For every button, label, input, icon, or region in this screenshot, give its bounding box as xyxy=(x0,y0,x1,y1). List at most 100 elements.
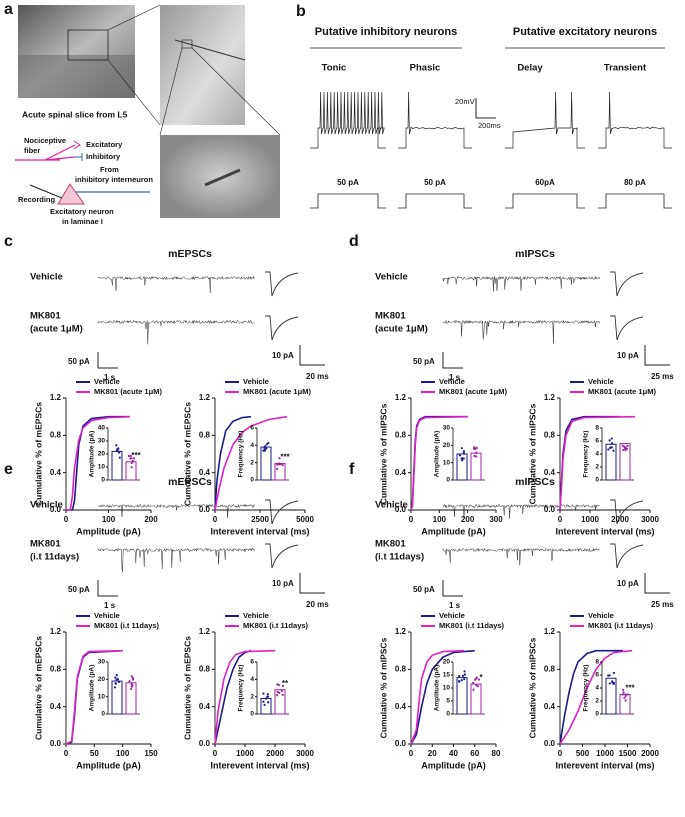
significance: * xyxy=(479,673,483,682)
scale-bar xyxy=(299,345,325,366)
inset-dot xyxy=(130,675,133,678)
current-trace xyxy=(97,547,255,572)
average-trace xyxy=(610,315,644,341)
current-trace xyxy=(97,503,255,518)
caption: Acute spinal slice from L5 xyxy=(22,109,128,119)
scale-bar xyxy=(97,352,118,369)
scale-label: 10 pA xyxy=(272,351,294,360)
scale-label: 10 pA xyxy=(617,351,639,360)
inset-y-tick-label: 4 xyxy=(595,685,599,692)
scale-bar xyxy=(644,345,670,366)
inset-dot xyxy=(607,448,610,451)
legend-label: MK801 (i.t 11days) xyxy=(439,621,505,630)
y-tick-label: 0.0 xyxy=(544,739,556,748)
scale-bar xyxy=(442,580,463,597)
x-tick-label: 3000 xyxy=(641,515,659,524)
x-tick-label: 0 xyxy=(409,749,414,758)
x-axis-label: Interevent interval (ms) xyxy=(210,526,309,536)
y-tick-label: 1.2 xyxy=(395,393,407,402)
inset-dot xyxy=(114,682,117,685)
cumulative-curve xyxy=(214,649,276,745)
inset-y-tick-label: 0 xyxy=(101,711,105,718)
inset-y-tick-label: 30 xyxy=(98,659,106,666)
trace-label: MK801 xyxy=(30,311,61,322)
neuron-type: Tonic xyxy=(322,63,347,74)
x-tick-label: 2500 xyxy=(251,515,269,524)
inset-dot xyxy=(624,699,627,702)
inset-dot xyxy=(608,682,611,685)
inset-bar xyxy=(111,680,123,715)
cumulative-curve xyxy=(410,649,475,745)
inset-dot xyxy=(462,451,465,455)
inset-dot xyxy=(132,457,136,460)
inset-y-tick-label: 6 xyxy=(595,438,599,445)
inset-dot xyxy=(608,439,611,442)
inset-dot xyxy=(263,703,266,706)
x-tick-label: 500 xyxy=(576,749,590,758)
inset-dot xyxy=(265,443,268,446)
inset-dot xyxy=(458,680,461,683)
x-tick-label: 200 xyxy=(144,515,158,524)
current-trace xyxy=(97,319,255,345)
y-axis-label: Cumulative % of mIPSCs xyxy=(527,637,537,738)
diagram-label: From xyxy=(100,165,119,174)
y-tick-label: 1.2 xyxy=(199,393,211,402)
legend-label: MK801 (i.t 11days) xyxy=(588,621,654,630)
inset-y-tick-label: 10 xyxy=(98,693,106,700)
trace-label: Vehicle xyxy=(375,272,408,283)
inset-y-tick-label: 20 xyxy=(443,442,451,449)
zoom-line xyxy=(107,59,161,126)
legend-label: Vehicle xyxy=(94,611,120,620)
trace-label: (i.t 11days) xyxy=(375,552,424,563)
group-title: Putative inhibitory neurons xyxy=(315,26,457,38)
x-tick-label: 0 xyxy=(64,749,69,758)
trace-label: MK801 xyxy=(375,311,406,322)
inset-dot xyxy=(278,462,281,465)
inset-y-tick-label: 40 xyxy=(98,425,106,432)
axes xyxy=(214,398,305,511)
trace-label: (acute 1μM) xyxy=(30,324,83,335)
axes xyxy=(559,398,650,511)
trace-label: (i.t 11days) xyxy=(30,552,79,563)
inset-bar xyxy=(260,697,272,715)
inset-dot xyxy=(463,677,466,681)
current-trace xyxy=(442,275,600,292)
inset-dot xyxy=(277,683,280,687)
inset-dot xyxy=(264,697,268,700)
y-tick-label: 1.2 xyxy=(395,627,407,636)
y-tick-label: 0.8 xyxy=(50,430,62,439)
inset-dot xyxy=(608,674,611,677)
y-tick-label: 0.8 xyxy=(395,430,407,439)
inset-dot xyxy=(275,694,279,697)
y-tick-label: 1.2 xyxy=(50,393,62,402)
current-trace xyxy=(442,319,600,344)
trace-label: (acute 1μM) xyxy=(375,324,428,335)
panel-letter: a xyxy=(4,1,13,18)
inset-bar xyxy=(456,677,468,715)
diagram-label: Inhibitory xyxy=(86,152,121,161)
x-tick-label: 0 xyxy=(409,515,414,524)
y-tick-label: 0.0 xyxy=(395,739,407,748)
cumulative-curve xyxy=(559,649,633,745)
inset-y-tick-label: 30 xyxy=(98,438,106,445)
cumulative-curve xyxy=(559,649,623,745)
average-trace xyxy=(610,543,644,569)
scale-label: 1 s xyxy=(104,373,116,382)
neuron-type: Transient xyxy=(604,63,647,74)
y-tick-label: 0.0 xyxy=(395,505,407,514)
inset-dot xyxy=(263,449,266,452)
inset-dot xyxy=(267,441,270,445)
inset-bar xyxy=(111,450,123,481)
inset-y-tick-label: 10 xyxy=(443,685,451,692)
neuron-type: Phasic xyxy=(410,63,441,74)
inset-y-tick-label: 8 xyxy=(595,659,599,666)
scale-bar xyxy=(475,98,496,119)
scale-label: 1 s xyxy=(449,373,461,382)
scale-bar xyxy=(442,352,463,369)
legend-label: Vehicle xyxy=(243,377,269,386)
current-step xyxy=(505,193,585,209)
panel-letter: b xyxy=(296,3,306,20)
inset-dot xyxy=(266,695,269,698)
inset-dot xyxy=(262,692,265,695)
